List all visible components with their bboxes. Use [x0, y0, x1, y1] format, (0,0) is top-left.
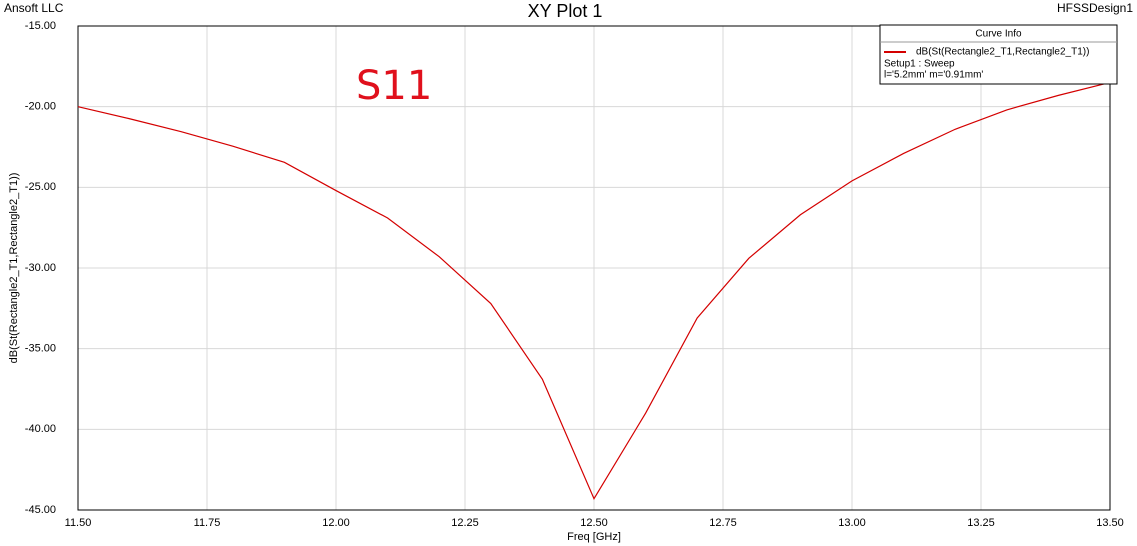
x-tick-label: 12.50 — [580, 517, 608, 529]
legend-note: Setup1 : Sweep — [884, 59, 955, 70]
y-tick-label: -40.00 — [25, 423, 56, 435]
legend-title: Curve Info — [975, 29, 1022, 40]
legend-label: dB(St(Rectangle2_T1,Rectangle2_T1)) — [916, 47, 1089, 58]
y-tick-label: -35.00 — [25, 343, 56, 355]
y-tick-label: -20.00 — [25, 101, 56, 113]
y-tick-label: -25.00 — [25, 181, 56, 193]
x-tick-label: 11.75 — [194, 517, 221, 529]
chart-title: XY Plot 1 — [528, 1, 603, 21]
x-axis-title: Freq [GHz] — [567, 531, 621, 543]
y-tick-label: -45.00 — [25, 504, 56, 516]
plot-frame — [77, 25, 1111, 511]
vendor-label: Ansoft LLC — [4, 1, 64, 15]
x-tick-label: 11.50 — [65, 517, 92, 529]
series-line — [77, 81, 1111, 501]
y-tick-label: -15.00 — [25, 20, 56, 32]
x-tick-label: 12.75 — [709, 517, 737, 529]
y-tick-label: -30.00 — [25, 262, 56, 274]
legend-note: l='5.2mm' m='0.91mm' — [884, 70, 983, 81]
x-tick-label: 12.00 — [322, 517, 350, 529]
y-axis-title: dB(St(Rectangle2_T1,Rectangle2_T1)) — [8, 173, 20, 364]
design-label: HFSSDesign1 — [1057, 1, 1133, 15]
x-tick-label: 13.50 — [1096, 517, 1124, 529]
annotation: S11 — [356, 63, 432, 109]
x-tick-label: 13.00 — [838, 517, 866, 529]
x-tick-label: 12.25 — [451, 517, 479, 529]
x-tick-label: 13.25 — [967, 517, 995, 529]
legend-box — [879, 24, 1118, 85]
